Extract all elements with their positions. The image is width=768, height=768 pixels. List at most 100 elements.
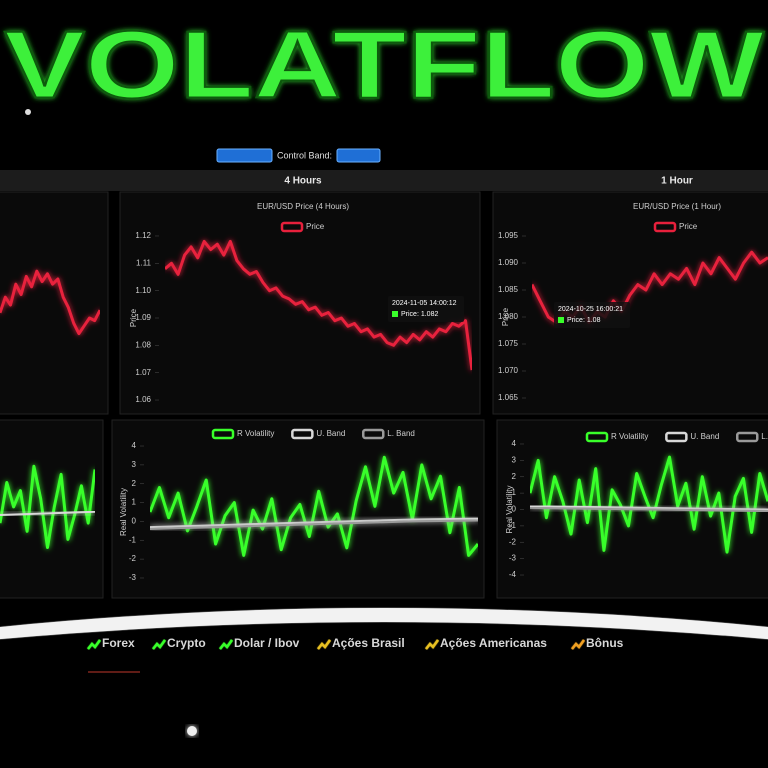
legend-label: Price bbox=[679, 222, 698, 231]
series-line bbox=[0, 464, 95, 549]
legend-label: L. Band bbox=[387, 429, 415, 438]
select-box[interactable] bbox=[216, 148, 273, 163]
y-tick-label: 1.08 bbox=[135, 340, 151, 349]
select-box[interactable] bbox=[336, 148, 381, 163]
y-tick-label: 1.06 bbox=[135, 395, 151, 404]
nav-icon bbox=[219, 639, 234, 650]
y-tick-label: 1 bbox=[132, 498, 137, 507]
nav-item[interactable]: Forex bbox=[102, 636, 135, 650]
tooltip-date: 2024-11-05 14:00:12 bbox=[392, 300, 457, 307]
tooltip-swatch bbox=[392, 311, 398, 317]
y-axis-label: Price bbox=[129, 308, 138, 327]
chart-title: EUR/USD Price (1 Hour) bbox=[633, 202, 721, 211]
legend-swatch bbox=[653, 221, 677, 233]
nav-icon bbox=[317, 639, 332, 650]
y-tick-label: 1.075 bbox=[498, 339, 519, 348]
y-tick-label: 4 bbox=[512, 439, 517, 448]
panel-header: 1 Hour bbox=[661, 176, 693, 187]
series-line bbox=[165, 239, 472, 371]
nav-item[interactable]: Dolar / Ibov bbox=[234, 636, 300, 650]
chart-title: EUR/USD Price (4 Hours) bbox=[257, 202, 349, 211]
y-tick-label: 2 bbox=[512, 472, 517, 481]
legend-swatch bbox=[736, 431, 759, 443]
y-tick-label: -4 bbox=[509, 570, 517, 579]
nav-item[interactable]: Ações Brasil bbox=[332, 636, 405, 650]
y-tick-label: -1 bbox=[509, 521, 517, 530]
nav-item[interactable]: Crypto bbox=[167, 636, 206, 650]
legend-label: R Volatility bbox=[237, 429, 274, 438]
plot bbox=[0, 269, 100, 336]
panel bbox=[0, 191, 109, 415]
panel bbox=[111, 419, 485, 599]
y-axis-label: Real Volatility bbox=[119, 488, 128, 536]
nav-icon bbox=[571, 639, 586, 650]
plot bbox=[0, 464, 95, 549]
y-tick-label: 1.10 bbox=[135, 286, 151, 295]
y-tick-label: 0 bbox=[132, 517, 137, 526]
series-line bbox=[530, 506, 768, 513]
legend-swatch bbox=[585, 431, 609, 443]
panel bbox=[492, 191, 768, 415]
series-line bbox=[150, 519, 478, 530]
y-axis-label: Price bbox=[501, 307, 510, 326]
y-tick-label: 1.12 bbox=[135, 231, 151, 240]
y-tick-label: 2 bbox=[132, 479, 137, 488]
y-tick-label: 1 bbox=[512, 488, 517, 497]
y-tick-label: -2 bbox=[129, 554, 137, 563]
legend-label: U. Band bbox=[316, 429, 345, 438]
tooltip-swatch bbox=[558, 317, 564, 323]
tooltip-date: 2024-10-25 16:00:21 bbox=[558, 306, 623, 313]
panel bbox=[0, 419, 104, 599]
legend-label: U. Band bbox=[690, 432, 719, 441]
legend-swatch bbox=[211, 428, 235, 440]
y-tick-label: 1.090 bbox=[498, 258, 519, 267]
tooltip-text: Price: 1.08 bbox=[567, 317, 601, 324]
series-line bbox=[150, 517, 478, 529]
y-tick-label: -3 bbox=[509, 554, 517, 563]
control-label: Control Band: bbox=[277, 150, 332, 160]
y-tick-label: 4 bbox=[132, 441, 137, 450]
nav-item[interactable]: Bônus bbox=[586, 636, 624, 650]
decor-dot bbox=[187, 726, 197, 736]
y-tick-label: -2 bbox=[509, 537, 517, 546]
series-line bbox=[150, 455, 478, 557]
y-tick-label: -3 bbox=[129, 573, 137, 582]
y-axis-label: Real Volatility bbox=[505, 485, 514, 533]
nav-icon bbox=[425, 639, 440, 650]
legend-swatch bbox=[362, 428, 385, 440]
panel-header: 4 Hours bbox=[284, 176, 322, 187]
tooltip-box bbox=[554, 302, 630, 328]
y-tick-label: 3 bbox=[132, 460, 137, 469]
y-tick-label: 1.095 bbox=[498, 231, 519, 240]
y-tick-label: 1.11 bbox=[136, 258, 152, 267]
header-bar bbox=[0, 170, 768, 191]
plot bbox=[530, 455, 768, 554]
plot bbox=[150, 455, 478, 557]
legend-swatch bbox=[291, 428, 314, 440]
y-tick-label: 1.085 bbox=[498, 285, 519, 294]
series-line bbox=[530, 505, 768, 511]
y-tick-label: 1.070 bbox=[498, 366, 519, 375]
y-tick-label: 1.065 bbox=[498, 393, 519, 402]
series-line bbox=[0, 269, 100, 336]
nav-icon bbox=[152, 639, 167, 650]
legend-label: R Volatility bbox=[611, 432, 648, 441]
tooltip-box bbox=[388, 296, 464, 322]
y-tick-label: 3 bbox=[512, 455, 517, 464]
y-tick-label: 0 bbox=[512, 505, 517, 514]
y-tick-label: 1.09 bbox=[135, 313, 151, 322]
decor-dot bbox=[25, 109, 31, 115]
legend-swatch bbox=[665, 431, 688, 443]
series-line bbox=[0, 510, 95, 516]
plot bbox=[165, 239, 472, 371]
y-tick-label: 1.07 bbox=[135, 368, 151, 377]
legend-swatch bbox=[280, 221, 304, 233]
legend-label: Price bbox=[306, 222, 325, 231]
tooltip-text: Price: 1.082 bbox=[401, 311, 438, 318]
curved-divider bbox=[0, 608, 768, 640]
nav-item[interactable]: Ações Americanas bbox=[440, 636, 547, 650]
y-tick-label: -1 bbox=[129, 535, 137, 544]
app-title: VOLATFLOW bbox=[4, 11, 764, 118]
legend-label: L. Band bbox=[761, 432, 768, 441]
